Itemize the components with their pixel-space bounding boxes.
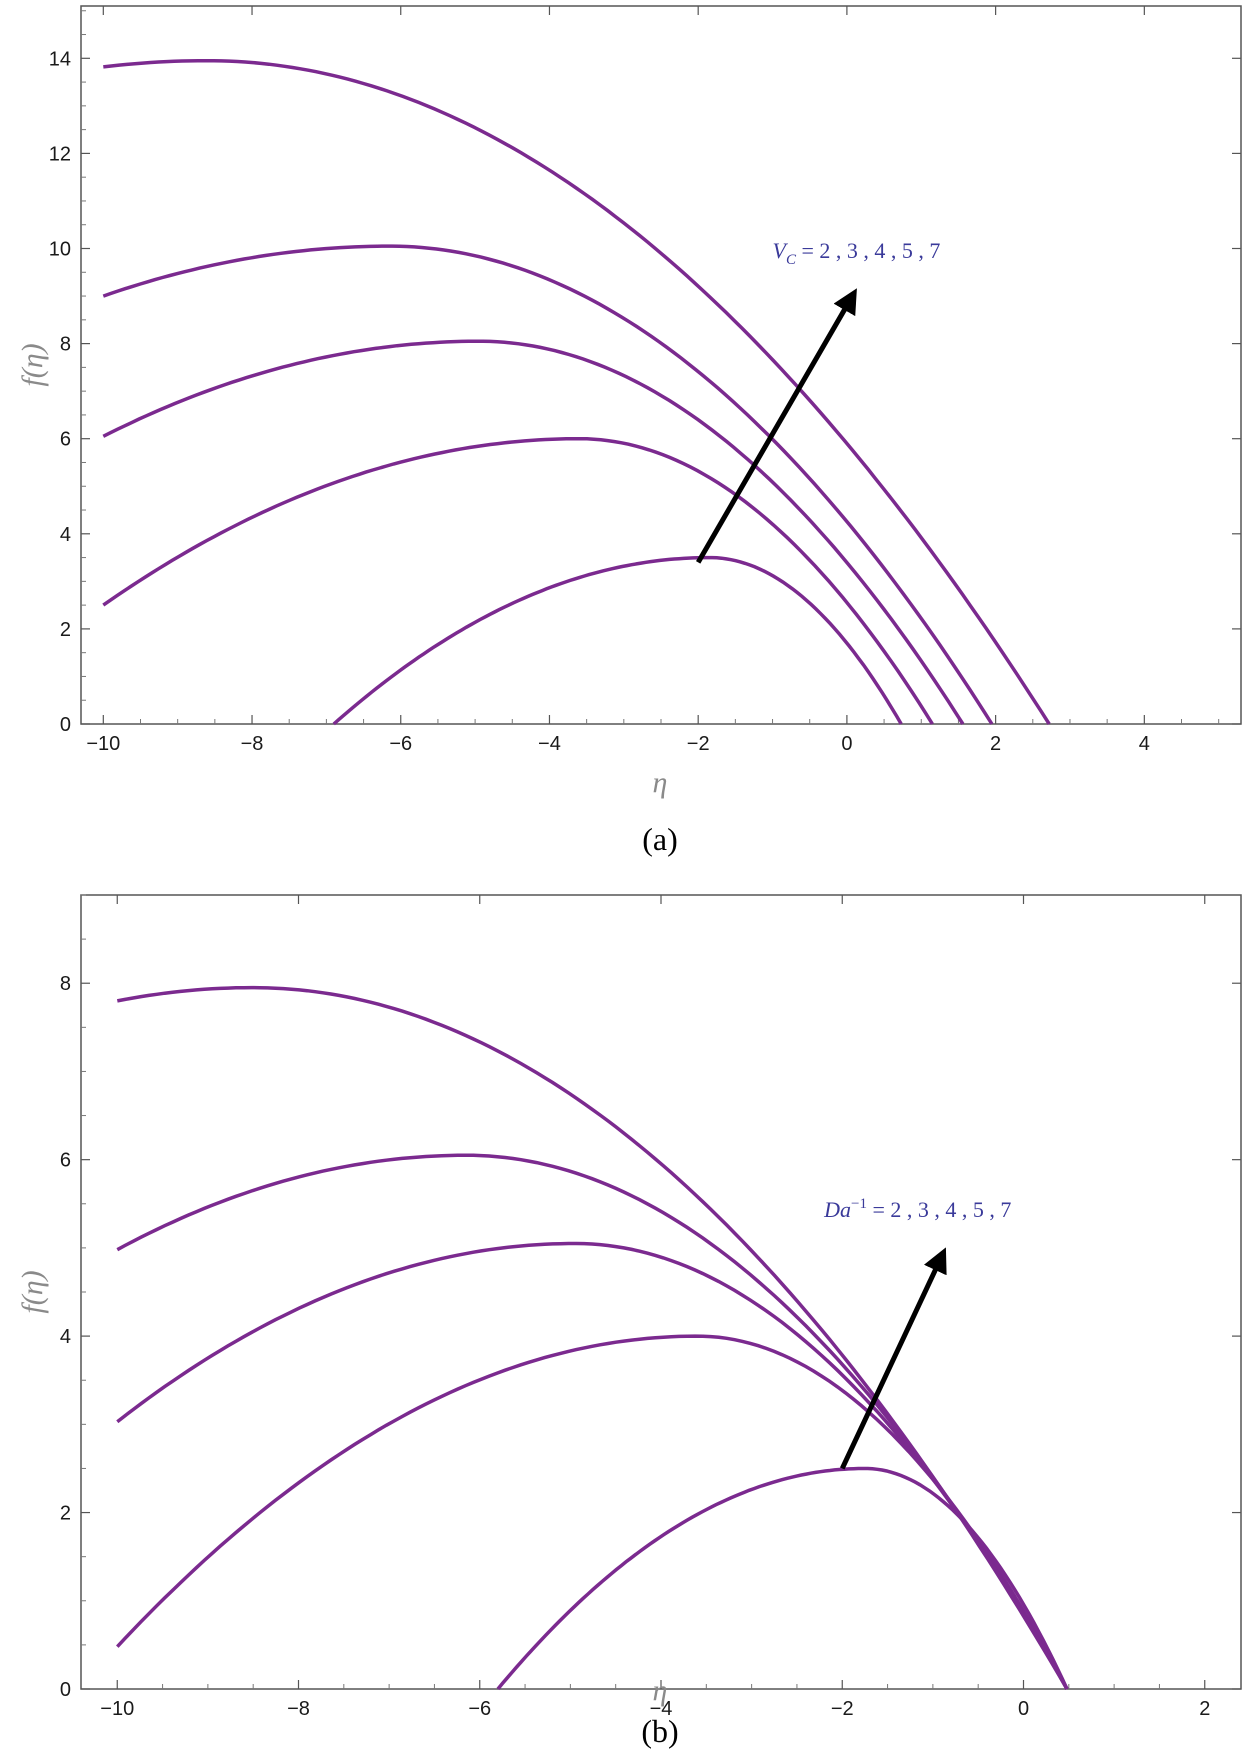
x-tick-label: −10 bbox=[86, 733, 120, 755]
series-line-a-1 bbox=[332, 555, 903, 726]
x-tick-label: −6 bbox=[468, 1698, 491, 1720]
series-line-b-2 bbox=[116, 1334, 1069, 1690]
chart-panel-a: −10 −8 −6 −4 −2 0 2 4 0 2 4 6 8 10 12 14 η f(η) VC = 2 … bbox=[16, 5, 1242, 857]
annotation-superscript-b: −1 bbox=[851, 1196, 867, 1212]
series-line-a-3 bbox=[102, 339, 965, 725]
y-tick-label: 8 bbox=[60, 973, 71, 995]
y-tick-label: 0 bbox=[60, 714, 71, 736]
x-tick-label: −2 bbox=[831, 1698, 854, 1720]
y-tick-label: 2 bbox=[60, 1503, 71, 1525]
arrow-a bbox=[696, 288, 857, 564]
x-tick-label: 2 bbox=[990, 733, 1001, 755]
annotation-text-b: Da−1 = 2 , 3 , 4 , 5 , 7 bbox=[823, 1196, 1011, 1222]
x-tick-label: −2 bbox=[687, 733, 710, 755]
y-tick-label: 6 bbox=[60, 429, 71, 451]
series-line-a-2 bbox=[102, 436, 934, 725]
x-tick-label: −6 bbox=[389, 733, 412, 755]
series-line-a-5 bbox=[103, 58, 1051, 725]
annotation-text-a: VC = 2 , 3 , 4 , 5 , 7 bbox=[773, 238, 941, 268]
annotation-values-a: = 2 , 3 , 4 , 5 , 7 bbox=[796, 238, 940, 263]
y-tick-label: 12 bbox=[49, 143, 71, 165]
curves-a bbox=[102, 58, 1051, 726]
y-tick-label: 2 bbox=[60, 619, 71, 641]
x-tick-label: 0 bbox=[1018, 1698, 1029, 1720]
x-tick-label: −4 bbox=[650, 1698, 673, 1720]
y-tick-label: 10 bbox=[49, 239, 71, 261]
series-line-b-5 bbox=[116, 985, 1069, 1690]
y-tick-label: 8 bbox=[60, 334, 71, 356]
annotation-subscript-a: C bbox=[786, 252, 797, 268]
x-tick-label: 0 bbox=[841, 733, 852, 755]
ticks-b: −10 −8 −6 −4 −2 0 2 0 2 4 6 8 bbox=[60, 894, 1241, 1720]
y-tick-label: 0 bbox=[60, 1679, 71, 1701]
plot-frame-b bbox=[80, 894, 1242, 1690]
trend-arrow-a bbox=[696, 288, 857, 564]
y-tick-label: 14 bbox=[49, 48, 71, 70]
annotation-values-b: = 2 , 3 , 4 , 5 , 7 bbox=[867, 1197, 1011, 1222]
curves-b bbox=[116, 985, 1069, 1691]
series-line-b-3 bbox=[116, 1241, 1069, 1690]
arrow-b bbox=[839, 1247, 947, 1470]
chart-panel-b: −10 −8 −6 −4 −2 0 2 0 2 4 6 8 η f(η) Da−1 = 2 , 3 ,… bbox=[16, 894, 1242, 1749]
y-tick-label: 6 bbox=[60, 1150, 71, 1172]
series-line-b-4 bbox=[116, 1153, 1069, 1690]
x-axis-label-a: η bbox=[653, 766, 668, 799]
x-tick-label: −8 bbox=[241, 733, 264, 755]
series-line-b-1 bbox=[496, 1466, 1069, 1691]
x-tick-label: −10 bbox=[100, 1698, 134, 1720]
x-axis-label-b: η bbox=[653, 1674, 668, 1707]
y-axis-label-b: f(η) bbox=[16, 1270, 49, 1313]
x-tick-label: 4 bbox=[1139, 733, 1150, 755]
y-tick-label: 4 bbox=[60, 1326, 71, 1348]
plot-frame-a bbox=[80, 5, 1242, 725]
x-tick-label: −4 bbox=[538, 733, 561, 755]
y-axis-label-a: f(η) bbox=[16, 343, 49, 386]
ticks-a: −10 −8 −6 −4 −2 0 2 4 0 2 4 6 8 10 12 14 bbox=[49, 6, 1241, 755]
y-tick-label: 4 bbox=[60, 524, 71, 546]
trend-arrow-b bbox=[839, 1247, 947, 1470]
series-line-a-4 bbox=[102, 244, 994, 725]
annotation-symbol-a: V bbox=[773, 238, 789, 263]
panel-label-b: (b) bbox=[641, 1713, 678, 1749]
panel-label-a: (a) bbox=[642, 821, 678, 857]
annotation-symbol-b: Da bbox=[823, 1197, 851, 1222]
x-tick-label: 2 bbox=[1199, 1698, 1210, 1720]
x-tick-label: −8 bbox=[287, 1698, 310, 1720]
